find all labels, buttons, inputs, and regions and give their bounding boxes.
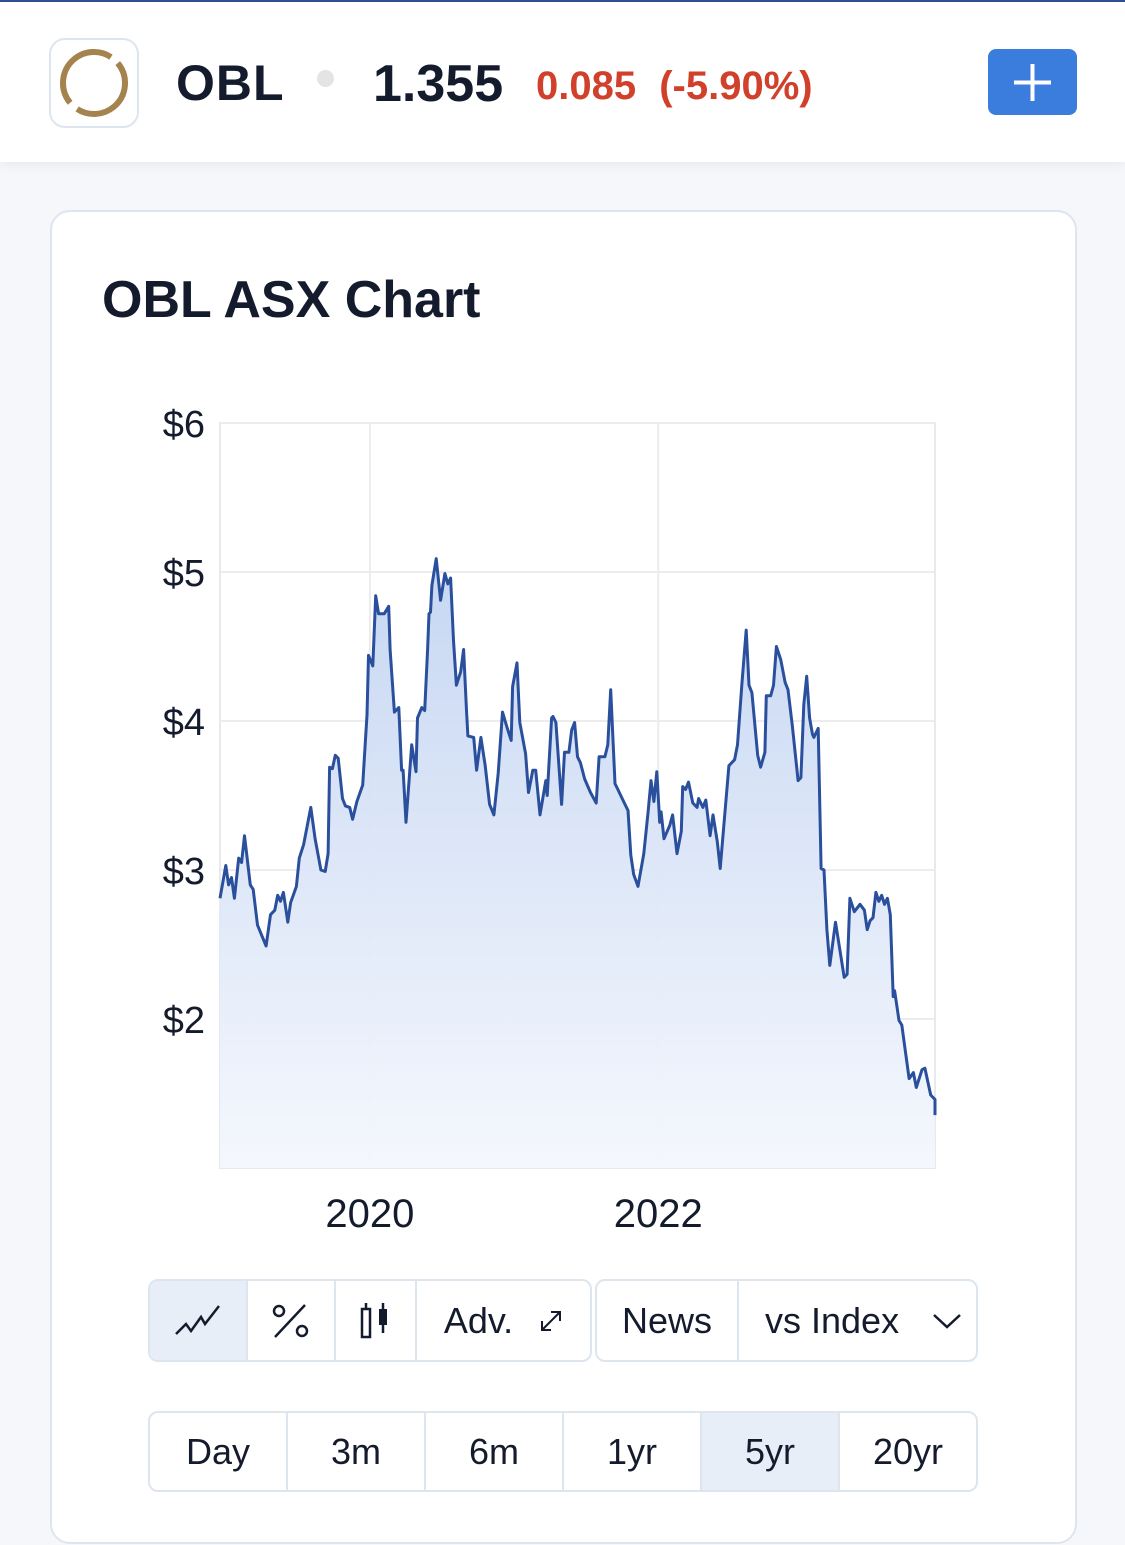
plus-icon xyxy=(1014,64,1051,101)
price-change: 0.085 (-5.90%) xyxy=(536,64,813,109)
x-tick-label: 2022 xyxy=(614,1192,703,1236)
line-chart-icon xyxy=(175,1304,220,1335)
range-3m[interactable]: 3m xyxy=(288,1413,426,1490)
candlestick-button[interactable] xyxy=(336,1281,417,1360)
price-line xyxy=(218,557,937,1116)
status-dot xyxy=(317,70,334,87)
last-price: 1.355 xyxy=(373,55,504,113)
y-tick-label: $6 xyxy=(163,404,205,446)
overlay-group: News vs Index xyxy=(595,1279,978,1362)
chart-type-group: Adv. xyxy=(148,1279,592,1362)
add-to-watchlist-button[interactable] xyxy=(988,49,1077,115)
range-5yr[interactable]: 5yr xyxy=(702,1413,840,1490)
y-tick-label: $3 xyxy=(163,851,205,893)
line-chart-button[interactable] xyxy=(150,1281,248,1360)
adv-label: Adv. xyxy=(443,1299,514,1341)
percent-icon xyxy=(272,1303,309,1338)
news-button[interactable]: News xyxy=(597,1281,739,1360)
y-tick-label: $4 xyxy=(163,702,205,744)
y-tick-label: $2 xyxy=(163,1000,205,1042)
candlestick-icon xyxy=(360,1302,387,1338)
ticker-symbol: OBL xyxy=(176,55,285,111)
ring-logo-icon xyxy=(49,38,139,128)
vs-index-dropdown[interactable]: vs Index xyxy=(739,1281,976,1360)
chevron-down-icon xyxy=(933,1313,961,1329)
time-range-selector: Day 3m 6m 1yr 5yr 20yr xyxy=(148,1411,978,1492)
price-chart: $2 $3 $4 $5 $6 2020 2022 xyxy=(163,404,937,1236)
range-1yr[interactable]: 1yr xyxy=(564,1413,702,1490)
y-tick-label: $5 xyxy=(163,553,205,595)
change-percent: (-5.90%) xyxy=(659,64,813,108)
expand-icon xyxy=(541,1310,562,1331)
range-6m[interactable]: 6m xyxy=(426,1413,564,1490)
vs-index-label: vs Index xyxy=(765,1299,900,1341)
x-tick-label: 2020 xyxy=(325,1192,414,1236)
card-title: OBL ASX Chart xyxy=(102,271,481,329)
advanced-chart-button[interactable]: Adv. xyxy=(417,1281,590,1360)
top-accent-line xyxy=(0,0,1125,2)
percent-button[interactable] xyxy=(248,1281,336,1360)
change-value: 0.085 xyxy=(536,64,637,108)
range-day[interactable]: Day xyxy=(150,1413,288,1490)
range-20yr[interactable]: 20yr xyxy=(872,1430,944,1472)
header: OBL 1.355 0.085 (-5.90%) xyxy=(0,2,1125,162)
